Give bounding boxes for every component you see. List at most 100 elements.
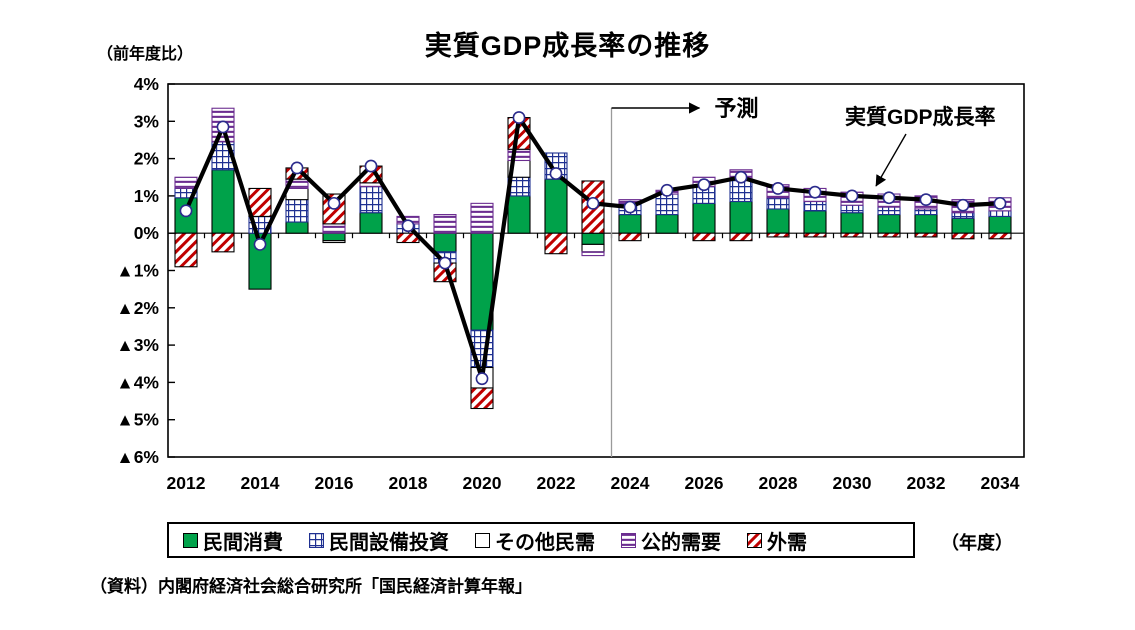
bar-consumption-2033 [951,217,975,234]
x-tick-label: 2026 [685,473,724,493]
bar-consumption-2029 [803,210,827,234]
y-tick-label: ▲1% [116,261,159,281]
source-note: （資料）内閣府経済社会総合研究所「国民経済計算年報」 [90,577,532,596]
bar-consumption-2013 [211,169,235,234]
gdp-marker-2020 [475,372,489,386]
bar-capex-2017 [359,186,383,214]
bar-public-2020 [470,202,494,234]
legend-swatch-white-icon [475,532,490,548]
bar-consumption-2032 [914,214,938,234]
legend-item-consumption: 民間消費 [183,526,283,555]
bar-other-private-2015 [285,187,309,201]
plot-border [167,83,1025,458]
gdp-marker-2029 [808,185,822,199]
chart-render-layer: 4% 3% 2% 1% 0% ▲1% ▲2% ▲3% ▲4% ▲5% ▲6% 2012 2014 2016… [116,74,1025,493]
legend-swatch-blue-grid-icon [309,532,324,548]
gdp-marker-2026 [697,178,711,192]
legend-item-external: 外需 [747,526,807,555]
bar-external-2031 [877,232,901,238]
bar-capex-2015 [285,199,309,223]
gdp-marker-2022 [549,167,563,180]
gdp-marker-2014 [253,237,267,251]
gdp-marker-2021 [512,111,526,124]
legend-label: 民間設備投資 [329,531,449,554]
x-tick-label: 2016 [315,473,354,493]
gdp-marker-2028 [771,182,785,195]
bar-consumption-2028 [766,208,790,234]
bar-external-2013 [211,232,235,253]
legend-item-capex: 民間設備投資 [309,526,449,555]
gdp-marker-2019 [438,256,452,270]
x-tick-label: 2032 [907,473,946,493]
legend-item-public: 公的需要 [621,526,721,555]
gdp-label-arrow [875,133,907,187]
bar-capex-2028 [766,197,790,210]
gdp-marker-2012 [179,204,193,218]
bar-consumption-2024 [618,214,642,234]
bar-public-2012 [174,176,198,189]
gdp-marker-2024 [623,200,637,214]
gdp-marker-2031 [882,191,896,205]
bar-external-2026 [692,232,716,242]
bar-external-2012 [174,232,198,268]
bar-consumption-2034 [988,215,1012,234]
bar-consumption-2022 [544,178,568,234]
bar-consumption-2025 [655,214,679,234]
bar-capex-2034 [988,210,1012,217]
bar-other-private-2023 [581,243,605,253]
legend-label: その他民需 [495,531,595,554]
y-tick-label: 2% [134,149,160,169]
bar-consumption-2026 [692,202,716,234]
bar-consumption-2016 [322,232,346,242]
gdp-marker-2013 [216,120,230,134]
gdp-marker-2030 [845,189,859,203]
y-axis-unit-note: （前年度比） [97,46,194,63]
bar-public-2016 [322,223,346,234]
bar-consumption-2030 [840,212,864,234]
legend-swatch-red-hatch-icon [747,532,762,548]
gdp-marker-2023 [586,196,600,210]
bar-capex-2029 [803,200,827,212]
forecast-label: 予測 [715,96,759,121]
gdp-marker-2017 [364,159,378,173]
legend-box: 民間消費 民間設備投資 その他民需 公的需要 外需 [167,522,915,558]
bar-consumption-2027 [729,200,753,234]
bar-capex-2030 [840,204,864,214]
y-tick-label: 4% [134,74,160,94]
bar-public-2023 [581,251,605,257]
x-tick-label: 2018 [389,473,428,493]
bar-capex-2025 [655,193,679,216]
y-tick-label: ▲6% [116,447,159,467]
bar-external-2028 [766,232,790,238]
x-tick-label: 2034 [981,473,1020,493]
bar-external-2027 [729,232,753,242]
bar-external-2024 [618,232,642,242]
bar-public-2017 [359,182,383,188]
y-tick-label: ▲3% [116,335,159,355]
gdp-marker-2032 [919,193,933,207]
bar-consumption-2031 [877,214,901,234]
bar-consumption-2017 [359,212,383,234]
bar-other-private-2016 [322,240,346,244]
x-tick-label: 2022 [537,473,576,493]
legend-label: 外需 [767,531,807,554]
legend-swatch-purple-stripes-icon [621,532,636,548]
gdp-marker-2016 [327,196,341,210]
gdp-marker-2025 [660,183,674,197]
bar-external-2030 [840,232,864,238]
bar-external-2014 [248,187,272,217]
y-tick-label: ▲5% [116,410,159,430]
bar-consumption-2019 [433,232,457,253]
legend-label: 公的需要 [641,531,721,554]
gdp-marker-2027 [734,170,748,184]
y-tick-label: 3% [134,111,160,131]
bar-external-2034 [988,232,1012,240]
legend-label: 民間消費 [203,531,283,554]
x-tick-label: 2014 [241,473,280,493]
y-tick-label: 1% [134,186,160,206]
bar-capex-2032 [914,208,938,216]
bar-capex-2031 [877,206,901,216]
page-title: 実質GDP成長率の推移 [424,31,711,61]
